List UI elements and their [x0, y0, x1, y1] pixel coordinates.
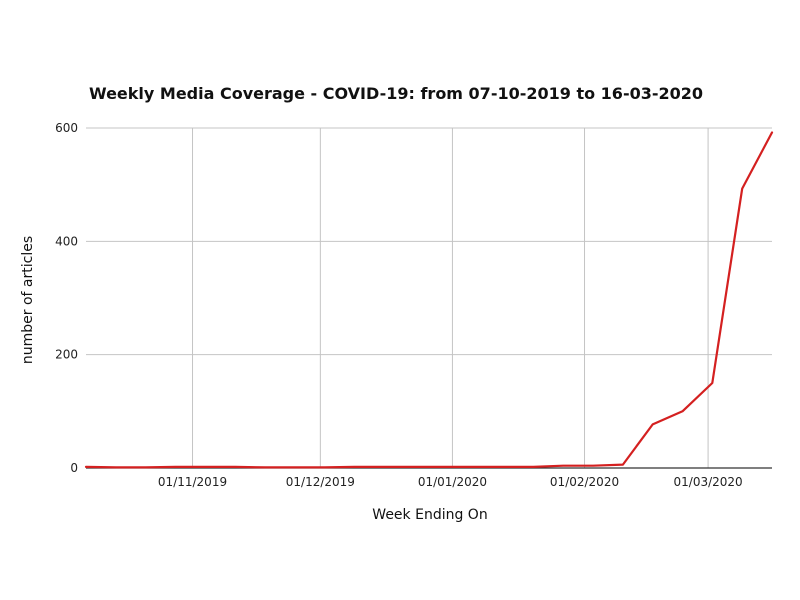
y-tick-label: 600 — [55, 121, 78, 135]
x-axis-label: Week Ending On — [372, 507, 487, 523]
y-axis-label: number of articles — [20, 236, 36, 364]
series-line — [84, 131, 774, 469]
y-tick-label: 200 — [55, 348, 78, 362]
x-tick-label: 01/01/2020 — [418, 475, 487, 489]
gridlines — [86, 127, 772, 468]
x-tick-label: 01/02/2020 — [550, 475, 619, 489]
x-tick-label: 01/03/2020 — [674, 475, 743, 489]
y-tick-labels: 0 200 400 600 — [55, 121, 78, 475]
chart-title: Weekly Media Coverage - COVID-19: from 0… — [89, 84, 703, 103]
x-tick-label: 01/12/2019 — [286, 475, 355, 489]
x-tick-labels: 01/11/2019 01/12/2019 01/01/2020 01/02/2020… — [158, 475, 743, 489]
series-group — [84, 131, 774, 469]
x-tick-label: 01/11/2019 — [158, 475, 227, 489]
y-tick-label: 400 — [55, 234, 78, 248]
y-tick-label: 0 — [70, 461, 78, 475]
